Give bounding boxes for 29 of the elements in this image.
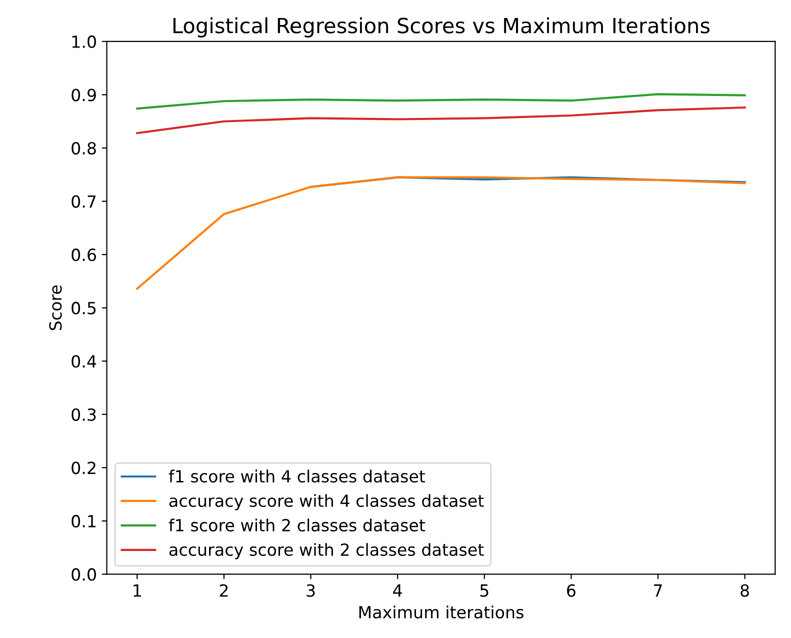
- y-tick-label: 0.7: [72, 195, 96, 208]
- chart-title: Logistical Regression Scores vs Maximum Iterations: [173, 17, 710, 38]
- x-tick-label: 3: [306, 584, 315, 597]
- x-tick-label: 7: [654, 584, 662, 597]
- x-tick-label: 6: [567, 584, 576, 597]
- y-tick-label: 0.2: [72, 462, 96, 474]
- y-tick-label: 0.9: [72, 88, 96, 102]
- legend-label: f1 score with 2 classes dataset: [168, 518, 426, 532]
- y-tick-label: 0.0: [72, 568, 96, 581]
- y-tick-label: 0.5: [72, 302, 96, 314]
- legend-label: accuracy score with 2 classes dataset: [169, 543, 484, 560]
- legend-label: f1 score with 4 classes dataset: [168, 470, 426, 483]
- y-tick-label: 0.4: [72, 355, 96, 368]
- legend-label: accuracy score with 4 classes dataset: [169, 494, 484, 510]
- x-tick-label: 4: [393, 584, 402, 597]
- y-axis-title: Score: [49, 285, 62, 330]
- x-tick-label: 2: [220, 584, 228, 597]
- x-tick-label: 1: [134, 584, 141, 597]
- line-series: [136, 106, 746, 134]
- y-tick-label: 1.0: [72, 35, 96, 48]
- y-tick-label: 0.6: [72, 248, 96, 262]
- y-tick-label: 0.3: [72, 408, 96, 421]
- y-tick-label: 0.1: [72, 514, 96, 528]
- y-tick-label: 0.8: [72, 142, 96, 155]
- x-tick-label: 5: [480, 584, 488, 597]
- x-tick-label: 8: [740, 584, 749, 597]
- line-series: [136, 176, 746, 290]
- x-axis-title: Maximum iterations: [359, 606, 524, 619]
- line-series: [136, 93, 746, 110]
